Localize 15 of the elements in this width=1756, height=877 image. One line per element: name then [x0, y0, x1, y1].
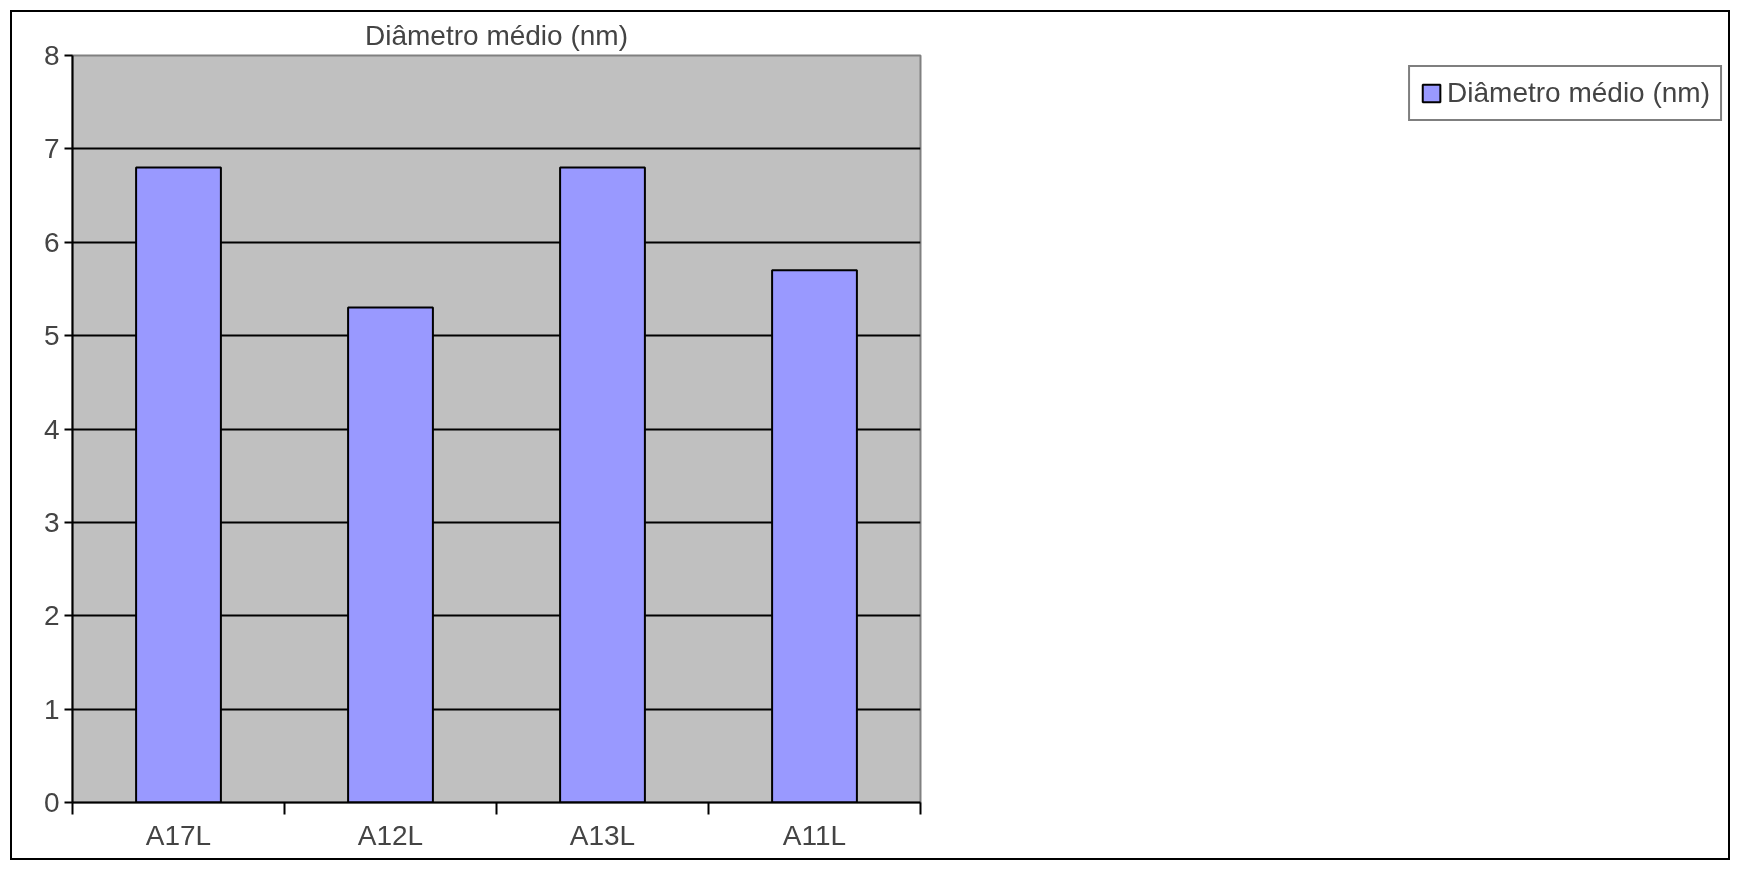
x-tick-label: A17L [145, 819, 212, 851]
y-tick-label: 7 [43, 133, 60, 165]
y-tick-label: 6 [43, 226, 60, 258]
y-tick-label: 4 [43, 413, 60, 445]
x-tick-label: A13L [569, 819, 636, 851]
y-tick-label: 0 [43, 787, 60, 818]
x-tick-label: A11L [782, 819, 847, 851]
y-tick-label: 1 [43, 693, 60, 725]
x-tick-label: A12L [357, 819, 424, 851]
y-tick-label: 8 [43, 40, 60, 71]
y-tick-label: 5 [43, 320, 60, 352]
chart-title: Diâmetro médio (nm) [365, 19, 628, 51]
legend-label: Diâmetro médio (nm) [1447, 77, 1710, 109]
y-tick-label: 2 [43, 600, 60, 632]
y-tick-label: 3 [43, 506, 60, 538]
